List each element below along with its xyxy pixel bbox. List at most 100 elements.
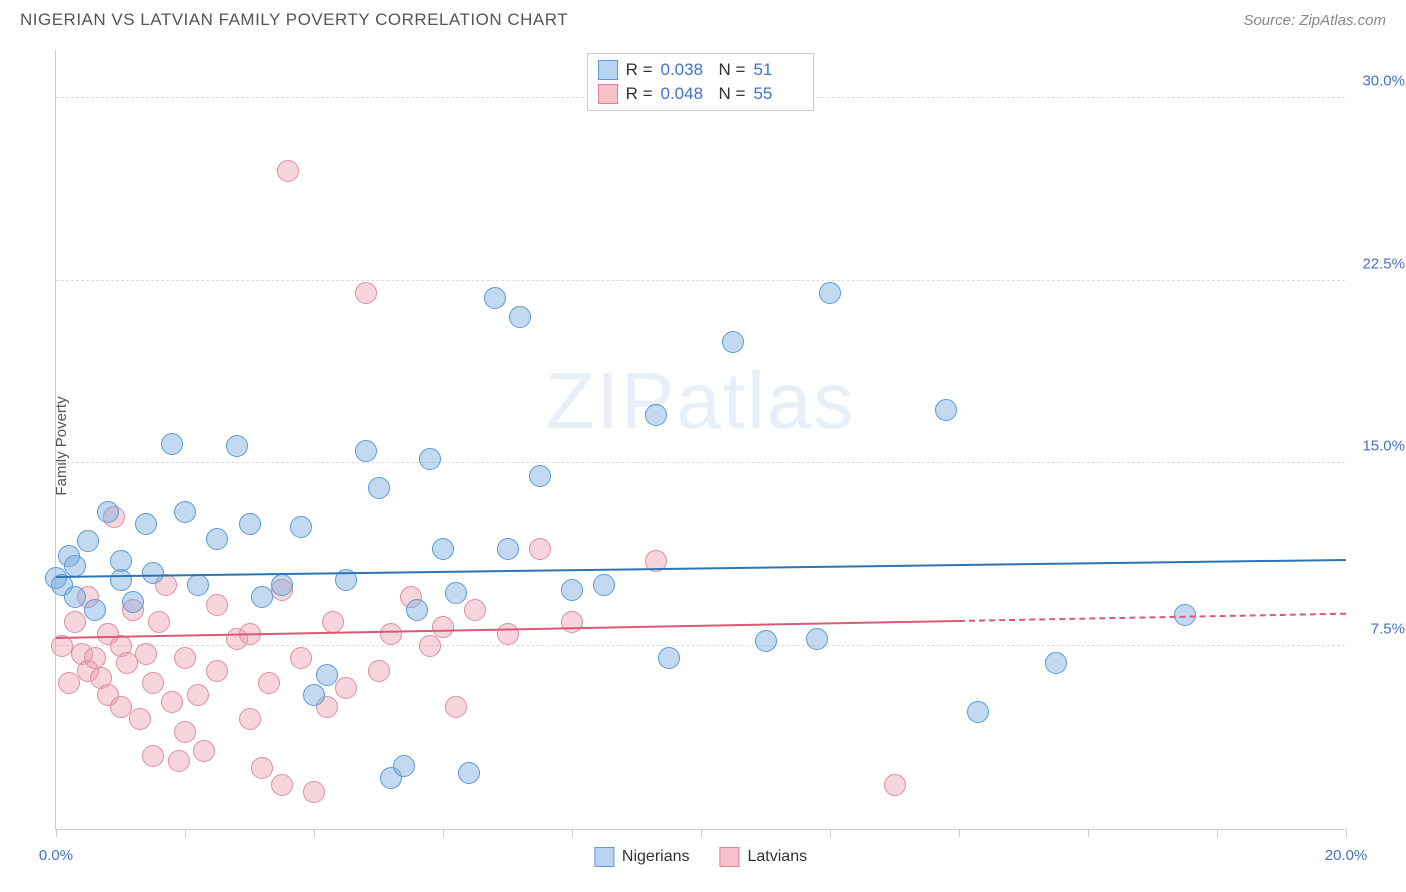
x-tick bbox=[959, 829, 960, 837]
data-point bbox=[277, 160, 299, 182]
data-point bbox=[1174, 604, 1196, 626]
data-point bbox=[355, 440, 377, 462]
data-point bbox=[206, 528, 228, 550]
data-point bbox=[239, 708, 261, 730]
data-point bbox=[406, 599, 428, 621]
gridline bbox=[56, 462, 1345, 463]
data-point bbox=[529, 538, 551, 560]
legend-label: Nigerians bbox=[622, 848, 690, 866]
legend-item: Nigerians bbox=[594, 847, 690, 867]
data-point bbox=[322, 611, 344, 633]
gridline bbox=[56, 280, 1345, 281]
data-point bbox=[84, 599, 106, 621]
data-point bbox=[251, 586, 273, 608]
watermark-atlas: atlas bbox=[676, 356, 855, 445]
data-point bbox=[561, 579, 583, 601]
data-point bbox=[226, 435, 248, 457]
data-point bbox=[645, 404, 667, 426]
r-value: 0.048 bbox=[661, 84, 711, 104]
data-point bbox=[142, 562, 164, 584]
data-point bbox=[819, 282, 841, 304]
data-point bbox=[380, 623, 402, 645]
x-tick bbox=[443, 829, 444, 837]
y-tick-label: 30.0% bbox=[1362, 72, 1405, 89]
data-point bbox=[290, 647, 312, 669]
stats-row: R =0.048N =55 bbox=[598, 82, 804, 106]
data-point bbox=[122, 591, 144, 613]
n-label: N = bbox=[719, 60, 746, 80]
y-tick-label: 22.5% bbox=[1362, 255, 1405, 272]
x-tick bbox=[56, 829, 57, 837]
data-point bbox=[135, 643, 157, 665]
data-point bbox=[129, 708, 151, 730]
data-point bbox=[64, 611, 86, 633]
source-attribution: Source: ZipAtlas.com bbox=[1243, 12, 1386, 29]
x-tick bbox=[1346, 829, 1347, 837]
data-point bbox=[110, 569, 132, 591]
data-point bbox=[206, 594, 228, 616]
data-point bbox=[561, 611, 583, 633]
data-point bbox=[935, 399, 957, 421]
data-point bbox=[497, 623, 519, 645]
data-point bbox=[187, 684, 209, 706]
data-point bbox=[58, 672, 80, 694]
data-point bbox=[464, 599, 486, 621]
data-point bbox=[303, 781, 325, 803]
data-point bbox=[239, 513, 261, 535]
x-tick bbox=[1088, 829, 1089, 837]
x-tick bbox=[701, 829, 702, 837]
x-tick-label: 20.0% bbox=[1325, 847, 1368, 864]
data-point bbox=[445, 696, 467, 718]
legend-swatch bbox=[598, 84, 618, 104]
watermark-zip: ZIP bbox=[546, 356, 676, 445]
r-label: R = bbox=[626, 84, 653, 104]
data-point bbox=[135, 513, 157, 535]
data-point bbox=[161, 433, 183, 455]
data-point bbox=[174, 721, 196, 743]
watermark: ZIPatlas bbox=[546, 355, 855, 447]
trend-line bbox=[56, 559, 1346, 578]
data-point bbox=[168, 750, 190, 772]
data-point bbox=[432, 616, 454, 638]
data-point bbox=[251, 757, 273, 779]
n-label: N = bbox=[719, 84, 746, 104]
data-point bbox=[967, 701, 989, 723]
data-point bbox=[497, 538, 519, 560]
legend-swatch bbox=[720, 847, 740, 867]
data-point bbox=[368, 660, 390, 682]
data-point bbox=[174, 501, 196, 523]
x-tick bbox=[185, 829, 186, 837]
data-point bbox=[884, 774, 906, 796]
data-point bbox=[593, 574, 615, 596]
y-tick-label: 15.0% bbox=[1362, 438, 1405, 455]
y-tick-label: 7.5% bbox=[1371, 621, 1405, 638]
legend-label: Latvians bbox=[748, 848, 808, 866]
gridline bbox=[56, 645, 1345, 646]
x-tick bbox=[830, 829, 831, 837]
data-point bbox=[368, 477, 390, 499]
r-value: 0.038 bbox=[661, 60, 711, 80]
data-point bbox=[722, 331, 744, 353]
trend-line-extension bbox=[959, 613, 1346, 622]
data-point bbox=[142, 672, 164, 694]
x-tick-label: 0.0% bbox=[39, 847, 73, 864]
series-legend: Nigerians Latvians bbox=[594, 847, 807, 867]
data-point bbox=[64, 555, 86, 577]
data-point bbox=[187, 574, 209, 596]
data-point bbox=[419, 448, 441, 470]
legend-swatch bbox=[594, 847, 614, 867]
n-value: 51 bbox=[753, 60, 803, 80]
data-point bbox=[335, 677, 357, 699]
stats-row: R = 0.038 N = 51 bbox=[598, 58, 804, 82]
r-label: R = bbox=[626, 60, 653, 80]
data-point bbox=[445, 582, 467, 604]
data-point bbox=[393, 755, 415, 777]
data-point bbox=[206, 660, 228, 682]
data-point bbox=[97, 501, 119, 523]
chart-plot-area: ZIPatlas R =0.038N =51R =0.048N =55 Nige… bbox=[55, 50, 1345, 830]
data-point bbox=[529, 465, 551, 487]
data-point bbox=[458, 762, 480, 784]
data-point bbox=[110, 696, 132, 718]
legend-swatch bbox=[598, 60, 618, 80]
data-point bbox=[484, 287, 506, 309]
